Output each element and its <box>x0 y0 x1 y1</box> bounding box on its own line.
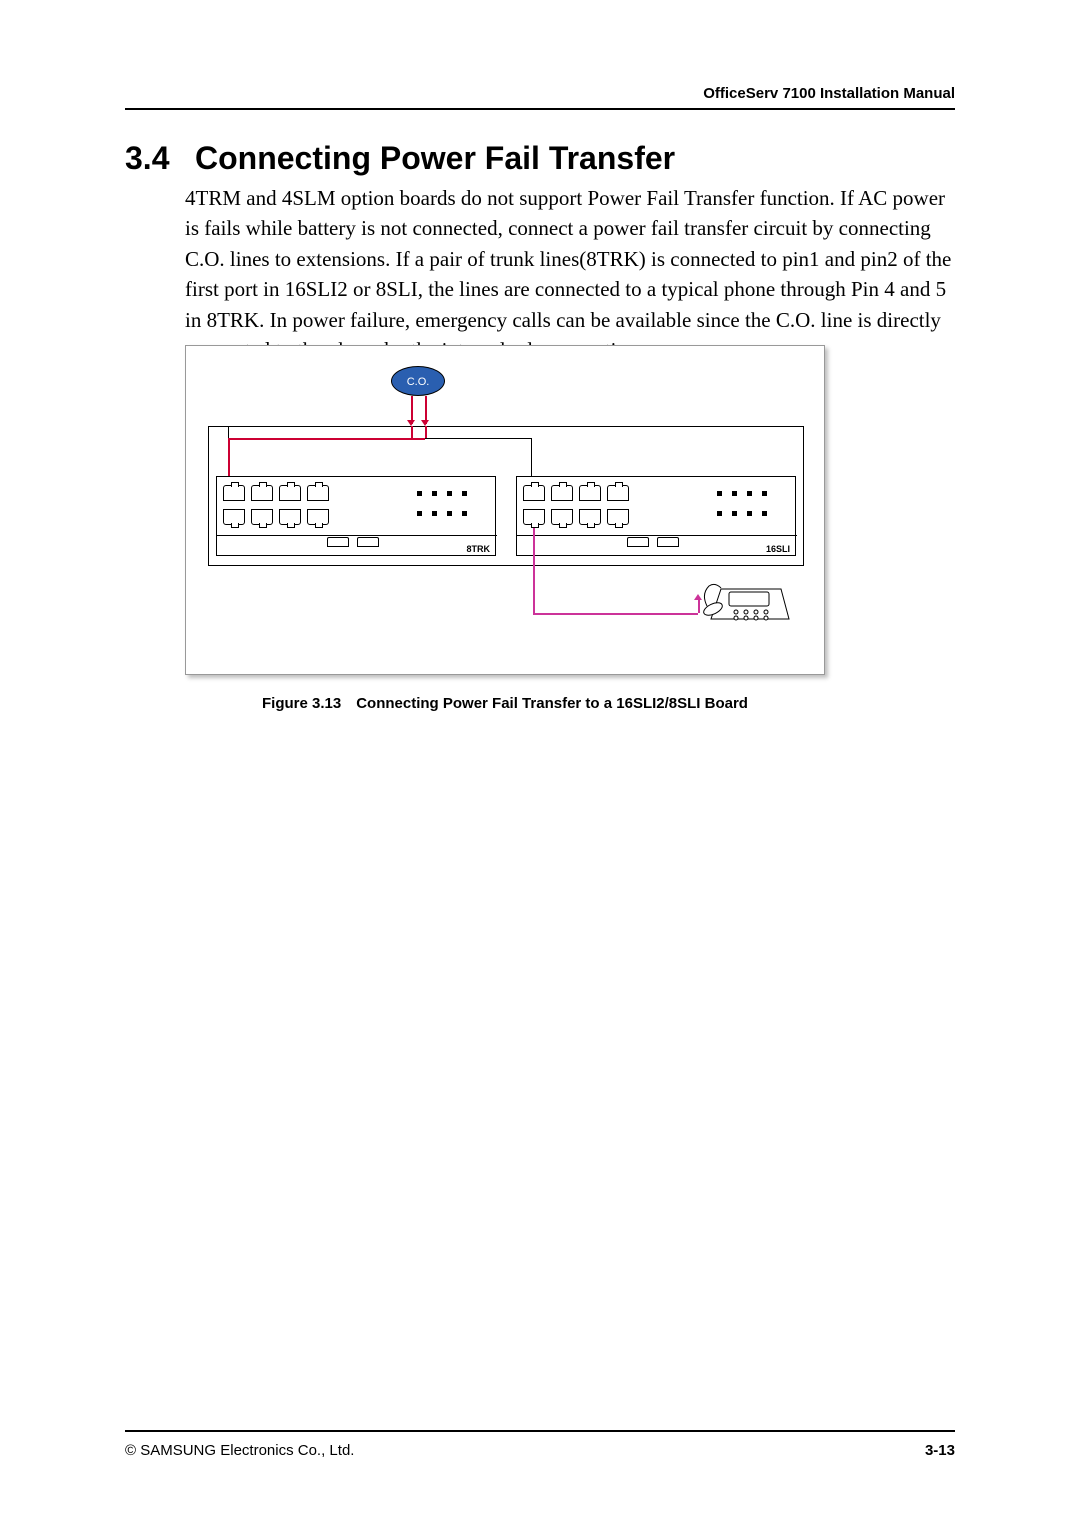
section-title: Connecting Power Fail Transfer <box>195 140 675 177</box>
card-16sli-label: 16SLI <box>764 544 792 554</box>
footer-rule <box>125 1430 955 1432</box>
led-row <box>717 511 767 516</box>
jack-icon <box>579 509 601 525</box>
card-8trk-label: 8TRK <box>464 544 492 554</box>
tab-icon <box>357 537 379 547</box>
footer-page-number: 3-13 <box>925 1442 955 1459</box>
header-rule <box>125 108 955 110</box>
wire-branch-v <box>531 438 532 481</box>
jack-icon <box>251 509 273 525</box>
wire-red-in-1 <box>411 426 413 438</box>
section-paragraph: 4TRM and 4SLM option boards do not suppo… <box>185 183 955 366</box>
tab-icon <box>657 537 679 547</box>
jack-icon <box>523 485 545 501</box>
jack-icon <box>307 485 329 501</box>
jack-icon <box>307 509 329 525</box>
tab-icon <box>627 537 649 547</box>
wire-red-in-2 <box>425 426 427 438</box>
jack-icon <box>579 485 601 501</box>
wire-magenta-h <box>533 613 698 615</box>
figure-caption: Figure 3.13 Connecting Power Fail Transf… <box>185 695 825 712</box>
card-8trk: 8TRK <box>216 476 496 556</box>
wire-red-h <box>228 438 425 440</box>
jack-icon <box>551 509 573 525</box>
jack-icon <box>551 485 573 501</box>
section-number: 3.4 <box>125 140 169 177</box>
section-paragraph-text: 4TRM and 4SLM option boards do not suppo… <box>185 183 955 366</box>
footer-copyright: © SAMSUNG Electronics Co., Ltd. <box>125 1442 354 1459</box>
jack-icon <box>251 485 273 501</box>
led-row <box>717 491 767 496</box>
figure-box: C.O. <box>185 345 825 675</box>
co-bubble: C.O. <box>391 366 445 396</box>
wire-red-down-jack <box>228 438 230 481</box>
jack-icon <box>223 485 245 501</box>
header-manual-title: OfficeServ 7100 Installation Manual <box>703 85 955 102</box>
jack-icon <box>279 509 301 525</box>
wire-magenta-v2 <box>698 599 700 613</box>
jack-icon <box>279 485 301 501</box>
wire-branch-h <box>425 438 531 439</box>
jack-icon <box>607 509 629 525</box>
wire-magenta-v1 <box>533 528 535 613</box>
led-row <box>417 491 467 496</box>
jack-icon <box>223 509 245 525</box>
phone-icon <box>701 574 791 629</box>
card-16sli: 16SLI <box>516 476 796 556</box>
page: OfficeServ 7100 Installation Manual 3.4 … <box>0 0 1080 1527</box>
tab-icon <box>327 537 349 547</box>
jack-icon <box>523 509 545 525</box>
led-row <box>417 511 467 516</box>
jack-icon <box>607 485 629 501</box>
